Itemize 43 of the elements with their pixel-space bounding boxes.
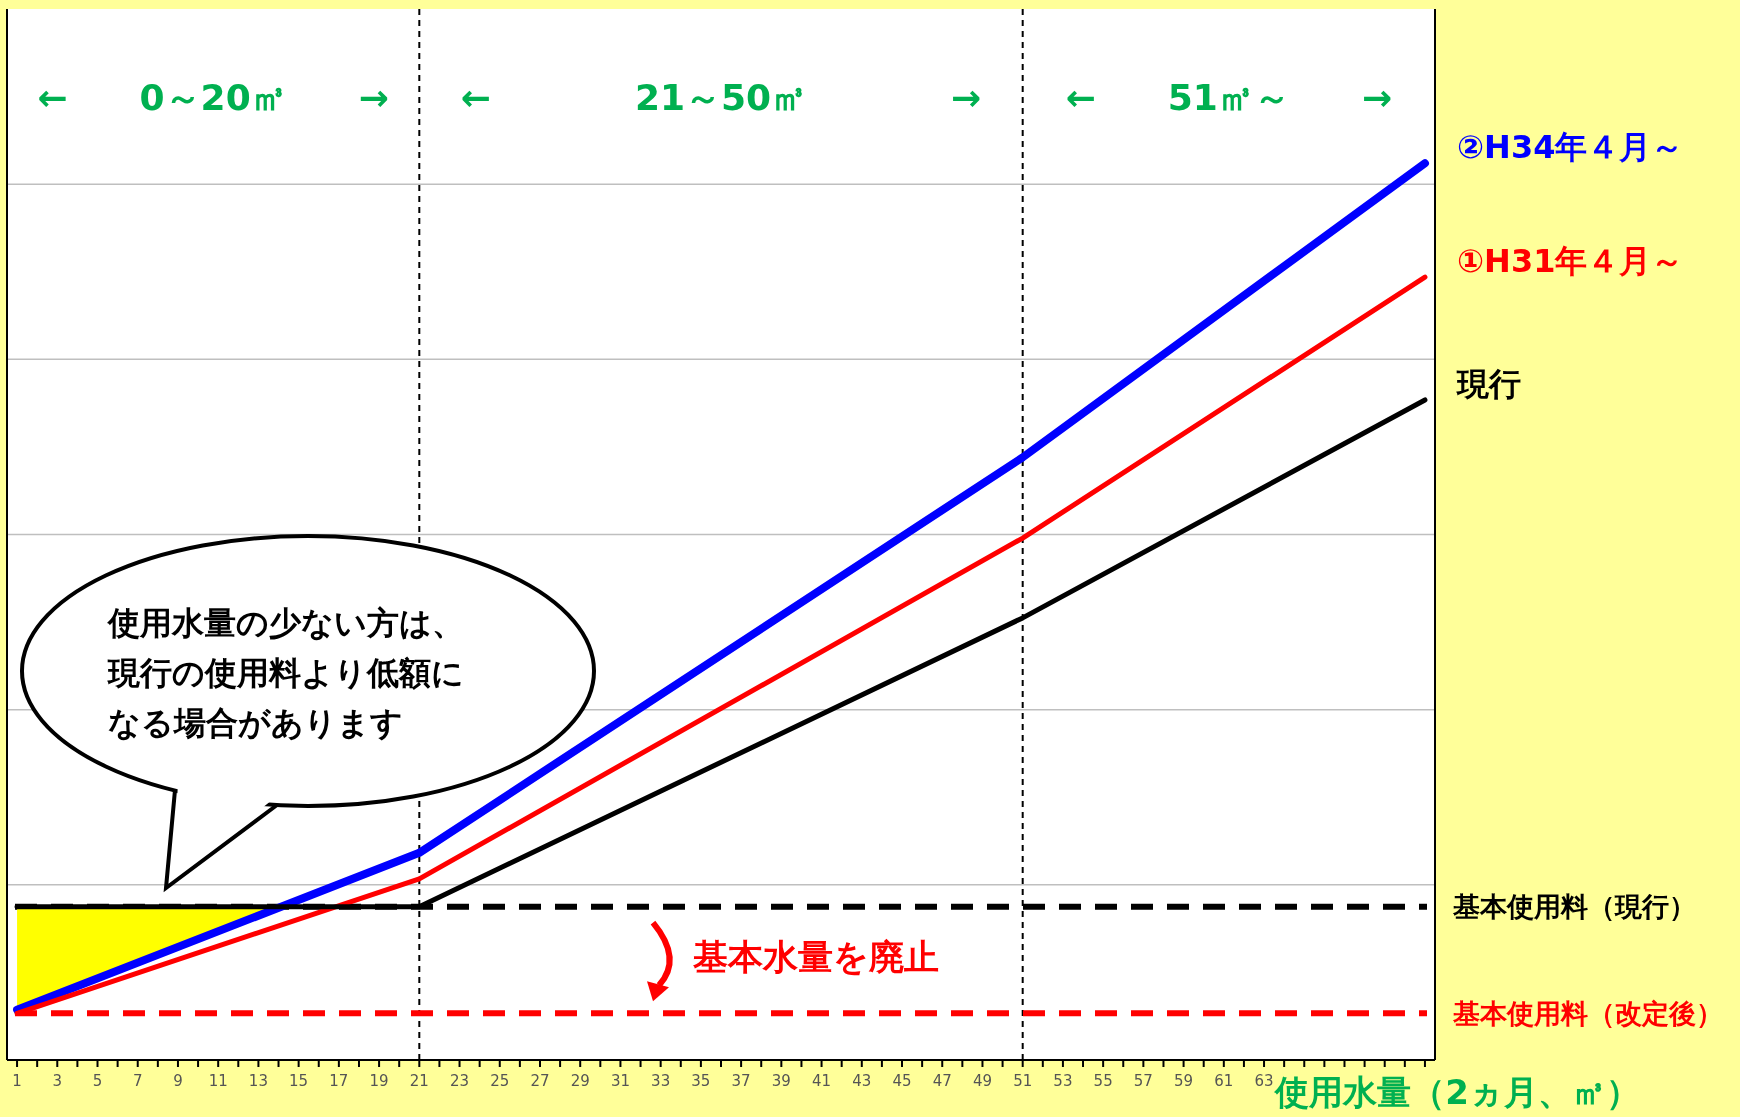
text: ← 21～50㎥ → [460, 77, 982, 118]
x-tick-label: 17 [329, 1072, 349, 1090]
x-tick-label: 49 [972, 1072, 993, 1090]
x-tick-label: 53 [1053, 1072, 1073, 1090]
x-tick-label: 59 [1174, 1072, 1194, 1090]
x-tick-label: 37 [731, 1072, 751, 1090]
x-tick-label: 45 [892, 1072, 912, 1090]
series-label: ②H34年４月～ [1457, 128, 1684, 167]
x-tick-label: 57 [1133, 1072, 1153, 1090]
annotation: 使用水量の少ない方は、現行の使用料より低額になる場合があります [108, 603, 465, 744]
x-tick-label: 55 [1093, 1072, 1113, 1090]
x-tick-label: 39 [771, 1072, 791, 1090]
x-tick-label: 23 [449, 1072, 470, 1090]
x-tick-label: 7 [132, 1072, 143, 1090]
x-tick-label: 29 [570, 1072, 590, 1090]
x-tick-label: 63 [1254, 1072, 1274, 1090]
ref-line-label: 基本使用料（改定後） [1452, 997, 1723, 1029]
text: ← 51㎥～ → [1065, 77, 1393, 118]
x-tick-label: 31 [610, 1072, 630, 1090]
x-tick-label: 21 [409, 1072, 429, 1090]
x-tick-label: 25 [490, 1072, 510, 1090]
x-tick-label: 61 [1214, 1072, 1234, 1090]
x-tick-label: 51 [1013, 1072, 1033, 1090]
x-tick-label: 15 [289, 1072, 309, 1090]
x-tick-label: 47 [932, 1072, 952, 1090]
x-tick-label: 9 [173, 1072, 183, 1090]
x-tick-label: 33 [651, 1072, 671, 1090]
x-tick-label: 41 [812, 1072, 832, 1090]
x-tick-label: 19 [369, 1072, 389, 1090]
x-tick-label: 35 [691, 1072, 711, 1090]
x-tick-label: 11 [208, 1072, 228, 1090]
x-tick-label: 1 [12, 1072, 22, 1090]
x-tick-label: 5 [92, 1072, 103, 1090]
text: ← 0～20㎥ → [37, 77, 389, 118]
x-tick-label: 3 [52, 1072, 63, 1090]
series-label: 現行 [1456, 364, 1521, 403]
annotation: 基本水量を廃止 [692, 937, 939, 978]
x-axis-title: 使用水量（2ヵ月、㎥） [1274, 1072, 1640, 1112]
x-tick-label: 27 [530, 1072, 550, 1090]
x-tick-label: 43 [852, 1072, 872, 1090]
x-tick-label: 13 [248, 1072, 268, 1090]
ref-line-label: 基本使用料（現行） [1452, 891, 1696, 923]
series-label: ①H31年４月～ [1457, 242, 1684, 281]
